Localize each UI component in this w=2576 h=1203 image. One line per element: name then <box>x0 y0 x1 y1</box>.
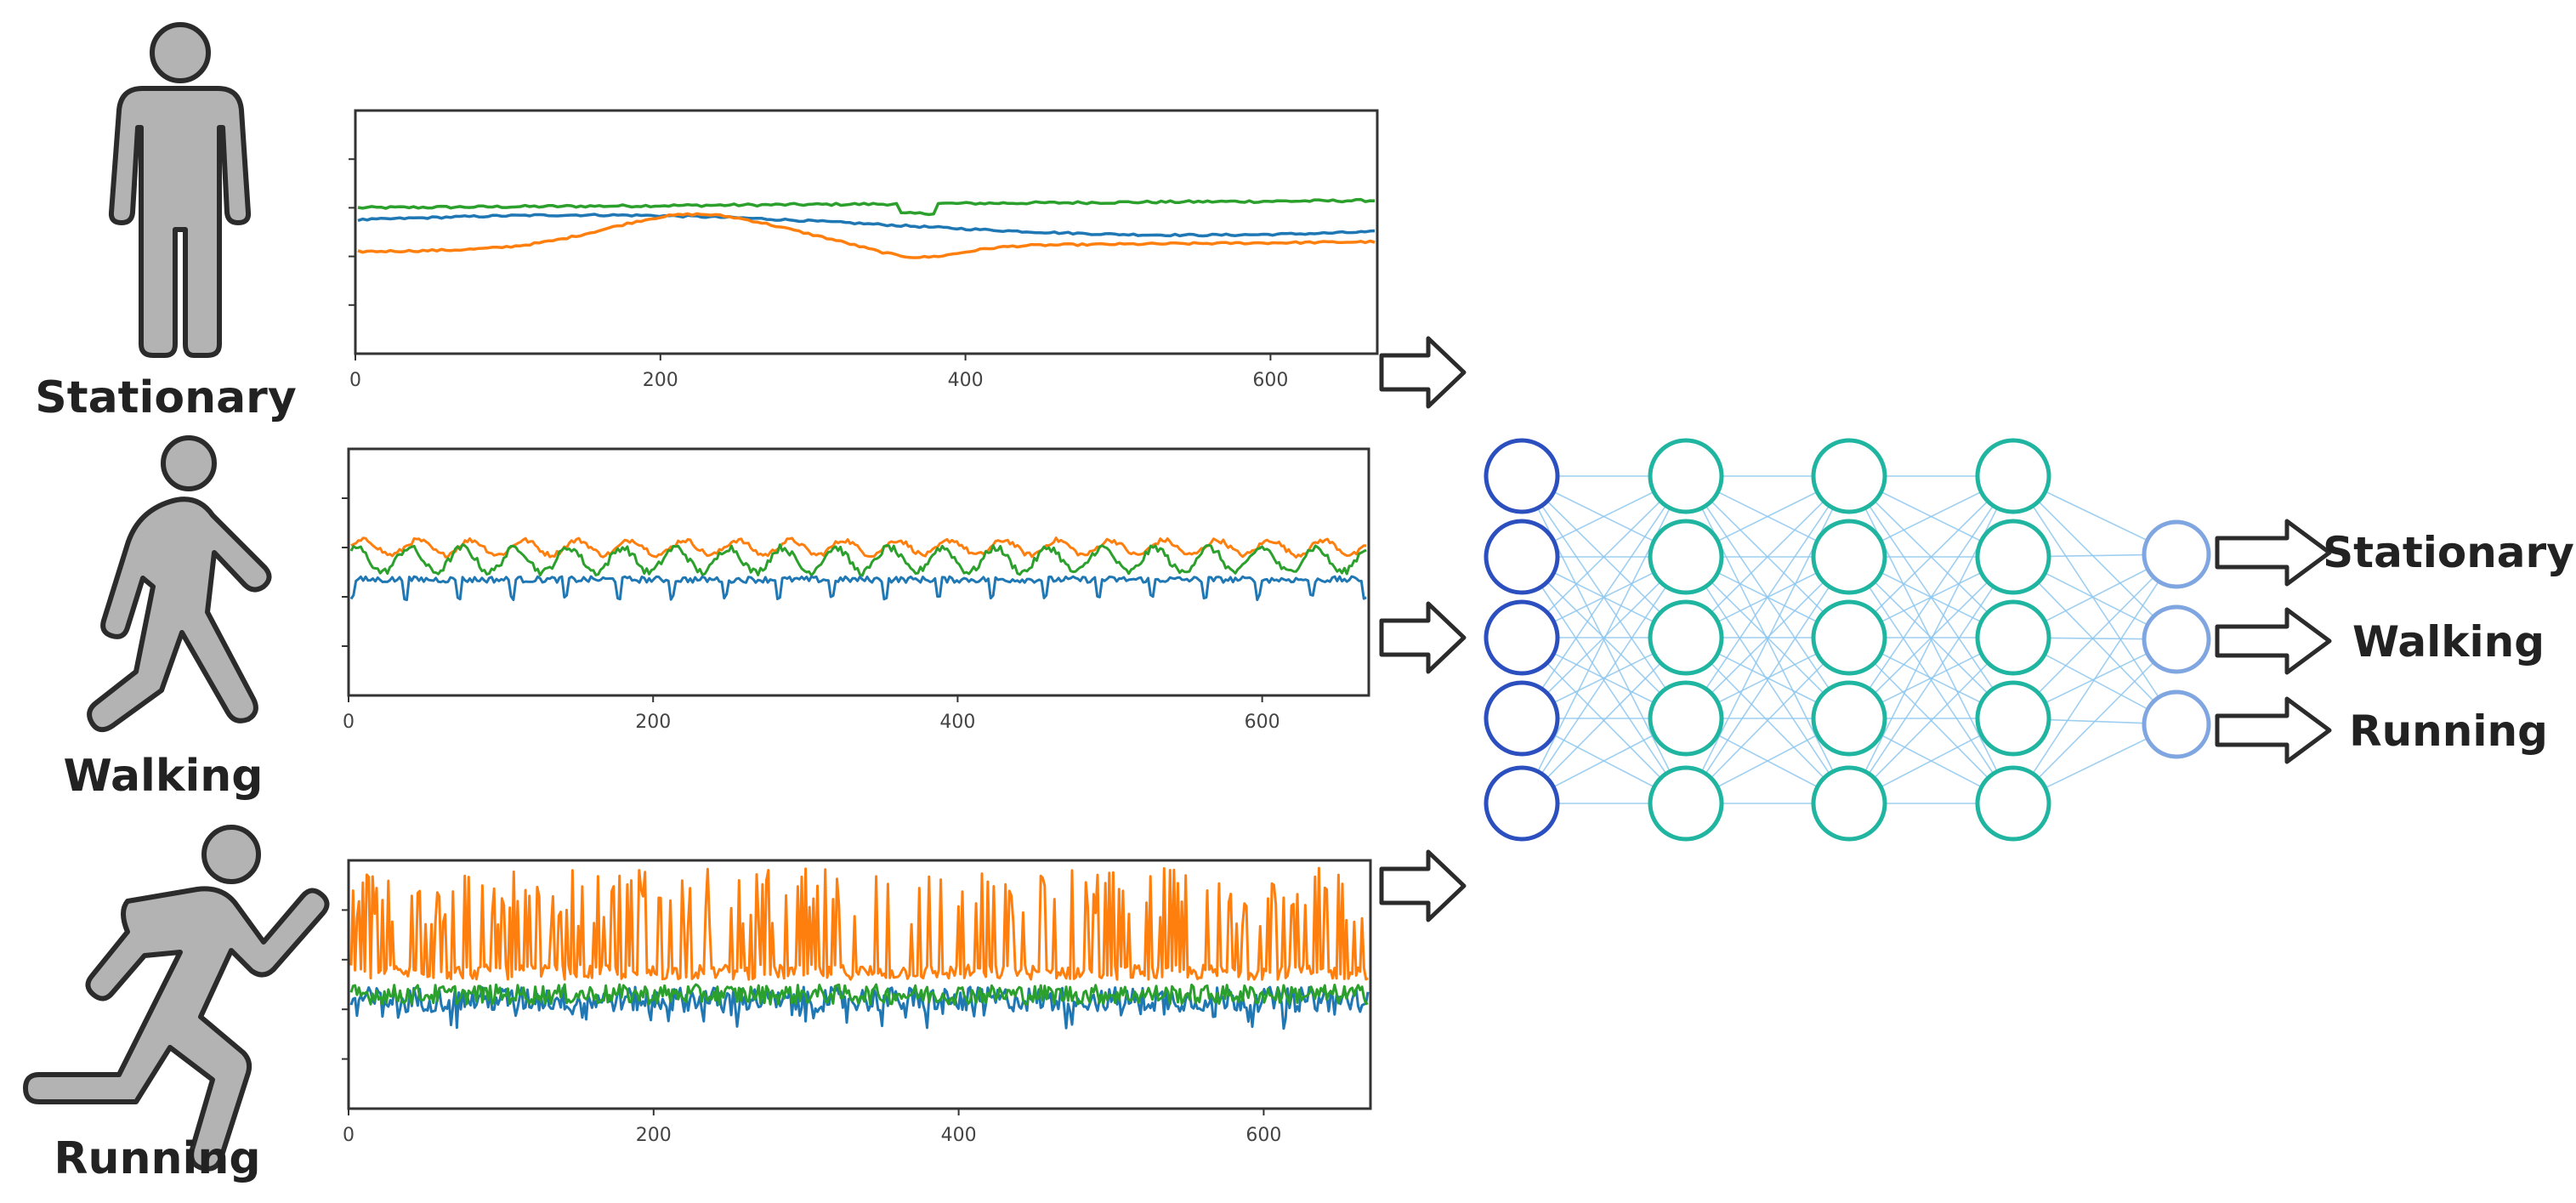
network-edge <box>1521 475 1687 804</box>
running-person-icon <box>23 825 330 1172</box>
sensor-charts: 0 200 400 600 0 200 400 600 0 200 400 600 <box>342 109 1379 1146</box>
hidden-node <box>1648 519 1724 595</box>
hidden-node <box>1975 519 2051 595</box>
arrow-right-icon <box>2215 519 2332 587</box>
network-edge <box>1685 475 1850 638</box>
x-tick-label: 400 <box>948 370 984 391</box>
series-line <box>349 983 1369 1006</box>
hidden-node <box>1975 438 2051 514</box>
series-line <box>357 213 1376 238</box>
series-line <box>350 536 1367 559</box>
x-tick-label: 400 <box>941 1125 977 1146</box>
series-line <box>357 212 1376 259</box>
input-node <box>1484 680 1560 757</box>
hidden-node <box>1811 765 1887 842</box>
network-nodes <box>1484 438 2211 842</box>
x-tick-label: 200 <box>636 1125 672 1146</box>
network-edge <box>1848 475 2014 719</box>
x-tick-label: 200 <box>643 370 678 391</box>
series-line <box>349 866 1369 981</box>
network-edge <box>2012 475 2177 640</box>
x-tick-label: 0 <box>343 712 355 733</box>
network-edge <box>2012 475 2177 725</box>
hidden-node <box>1648 680 1724 757</box>
input-node <box>1484 765 1560 842</box>
x-tick-label: 200 <box>635 712 671 733</box>
hidden-node <box>1975 765 2051 842</box>
series-line <box>357 197 1376 217</box>
series-line <box>349 542 1367 577</box>
output-node <box>2142 519 2211 589</box>
arrow-right-icon <box>1379 849 1467 922</box>
network-edge <box>1685 475 1850 719</box>
hidden-node <box>1648 438 1724 514</box>
hidden-node <box>1811 680 1887 757</box>
network-edge <box>1521 556 1687 804</box>
network-edge <box>2012 553 2177 804</box>
network-edge <box>1848 475 2014 638</box>
network-edge <box>1848 556 2014 719</box>
x-tick-label: 400 <box>939 712 975 733</box>
network-edge <box>1848 475 2014 804</box>
arrow-right-icon <box>2215 607 2332 675</box>
network-edge <box>1521 637 1687 804</box>
output-label-running: Running <box>2349 706 2548 756</box>
arrow-right-icon <box>1379 336 1467 409</box>
output-node <box>2142 689 2211 759</box>
output-label-stationary: Stationary <box>2323 528 2574 577</box>
input-node <box>1484 438 1560 514</box>
chart-walking: 0 200 400 600 <box>342 447 1370 733</box>
network-edge <box>1848 637 2014 804</box>
network-edge <box>1521 475 1687 719</box>
activity-label-stationary: Stationary <box>35 372 296 423</box>
activity-label-walking: Walking <box>63 751 263 802</box>
standing-person-icon <box>108 22 252 358</box>
network-edge <box>2012 556 2177 725</box>
input-node <box>1484 599 1560 676</box>
network-edge <box>2012 553 2177 719</box>
output-arrows <box>2215 519 2332 764</box>
network-edge <box>1685 556 1850 719</box>
activity-label-running: Running <box>54 1133 260 1184</box>
hidden-node <box>1648 765 1724 842</box>
x-tick-label: 0 <box>343 1125 355 1146</box>
hidden-node <box>1811 599 1887 676</box>
network-edge <box>2012 638 2177 804</box>
network-edge <box>1848 556 2014 804</box>
x-tick-label: 0 <box>349 370 361 391</box>
walking-person-icon <box>87 435 272 733</box>
series-line <box>349 575 1367 602</box>
hidden-node <box>1975 680 2051 757</box>
input-node <box>1484 519 1560 595</box>
output-label-walking: Walking <box>2352 617 2545 667</box>
chart-stationary: 0 200 400 600 <box>349 109 1379 391</box>
x-tick-label: 600 <box>1252 370 1288 391</box>
output-node <box>2142 604 2211 674</box>
hidden-node <box>1648 599 1724 676</box>
chart-frame <box>354 109 1379 355</box>
input-arrows <box>1379 336 1467 922</box>
network-edge <box>1685 637 1850 804</box>
arrow-right-icon <box>2215 696 2332 764</box>
network-edge <box>1521 556 1687 719</box>
network-edge <box>1685 556 1850 804</box>
network-edge <box>1521 475 1687 638</box>
x-tick-label: 600 <box>1245 1125 1281 1146</box>
hidden-node <box>1811 438 1887 514</box>
hidden-node <box>1811 519 1887 595</box>
hidden-node <box>1975 599 2051 676</box>
x-tick-label: 600 <box>1245 712 1280 733</box>
arrow-right-icon <box>1379 601 1467 674</box>
chart-running: 0 200 400 600 <box>342 859 1372 1146</box>
